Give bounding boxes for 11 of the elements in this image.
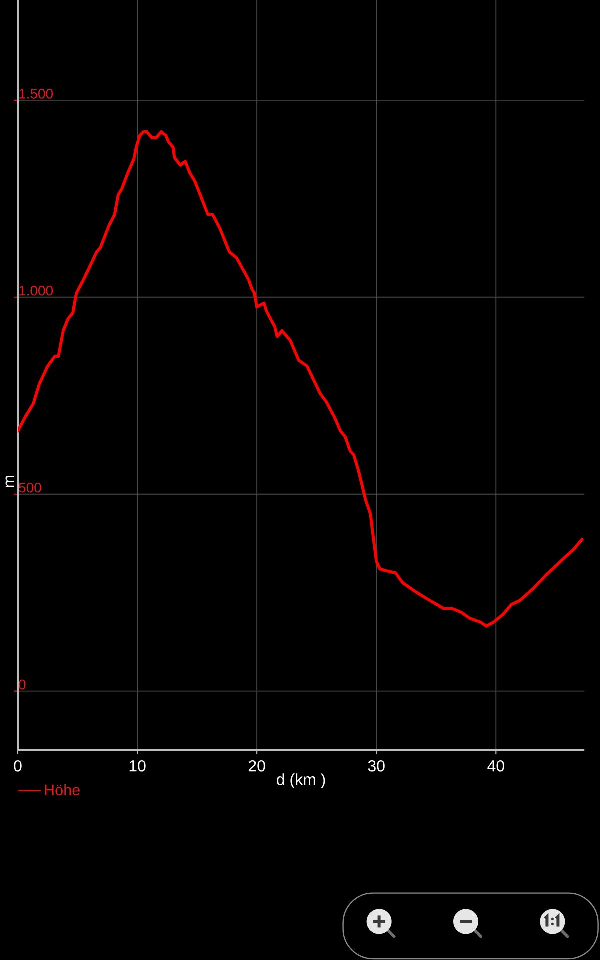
x-tick-label: 10 [130,760,146,772]
x-tick-label: 40 [488,760,504,772]
y-axis-title: m [6,476,14,488]
x-tick-label: 30 [368,760,385,772]
y-tick-label: 0 [19,680,26,690]
x-axis-title: d (km ) [277,774,326,788]
x-tick-label: 20 [248,760,266,772]
legend-label: Höhe [45,784,80,796]
y-tick-label: 1.500 [20,88,54,99]
y-tick-label: 1.000 [20,286,54,296]
y-tick-label: 500 [19,482,42,493]
